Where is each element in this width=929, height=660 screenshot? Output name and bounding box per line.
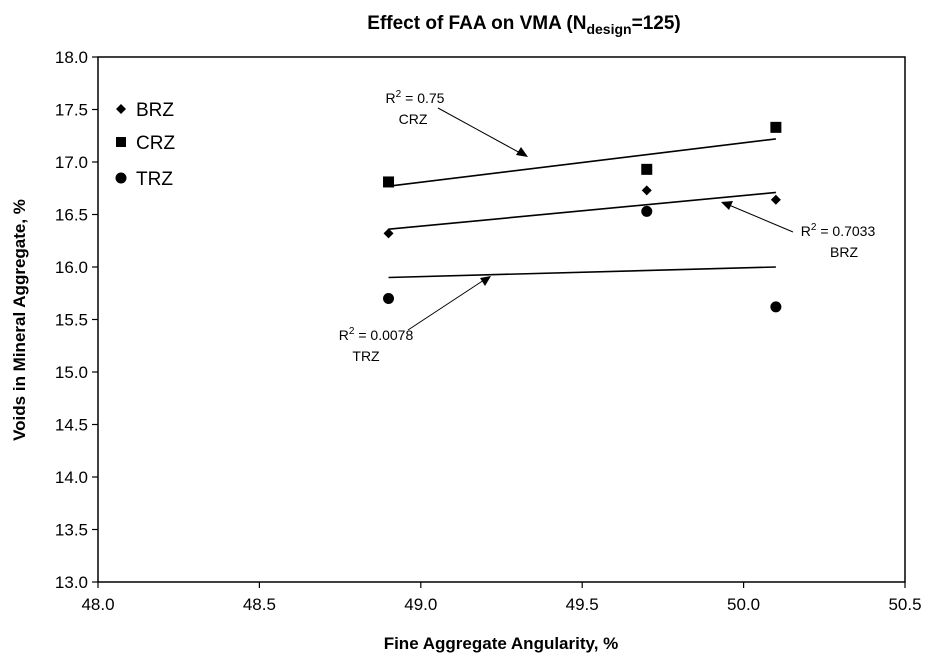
- y-tick-label: 13.0: [55, 573, 88, 592]
- y-tick-label: 17.5: [55, 101, 88, 120]
- legend-label-crz: CRZ: [136, 133, 175, 154]
- data-point-brz: [770, 194, 781, 205]
- legend-item-trz: TRZ: [115, 169, 173, 190]
- y-tick-label: 14.5: [55, 416, 88, 435]
- data-point-brz: [383, 228, 394, 239]
- y-tick-label: 16.5: [55, 206, 88, 225]
- data-point-trz: [770, 301, 782, 313]
- legend-item-crz: CRZ: [116, 133, 175, 154]
- trendline-trz: [388, 266, 776, 279]
- data-points: [383, 121, 782, 313]
- y-tick-label: 16.0: [55, 258, 88, 277]
- annotation-brz-arrow: [728, 204, 794, 233]
- legend-marker-square: [116, 137, 126, 147]
- x-tick-label: 49.5: [566, 595, 599, 614]
- annotation-brz-r2: R2 = 0.7033: [801, 222, 876, 239]
- data-point-crz: [641, 163, 653, 175]
- trendlines: [388, 138, 776, 279]
- chart-title: Effect of FAA on VMA (Ndesign=125): [367, 13, 680, 37]
- x-tick-label: 48.0: [81, 595, 114, 614]
- annotation-brz-arrowhead: [721, 201, 733, 210]
- x-axis-title: Fine Aggregate Angularity, %: [384, 634, 619, 653]
- y-tick-label: 15.0: [55, 363, 88, 382]
- chart-title-main: Effect of FAA on VMA (N: [367, 13, 586, 34]
- y-axis: 13.0 13.5 14.0 14.5 15.0 15.5 16.0 16.5 17.0 17.5…: [55, 48, 98, 592]
- y-tick-label: 18.0: [55, 48, 88, 67]
- y-tick-label: 15.5: [55, 311, 88, 330]
- legend-label-trz: TRZ: [136, 169, 173, 190]
- y-tick-label: 14.0: [55, 468, 88, 487]
- legend: BRZ CRZ TRZ: [115, 100, 175, 190]
- data-point-crz: [383, 176, 395, 188]
- legend-label-brz: BRZ: [136, 100, 174, 121]
- data-point-trz: [641, 205, 653, 217]
- data-point-brz: [641, 185, 652, 196]
- x-tick-label: 48.5: [243, 595, 276, 614]
- legend-marker-circle: [115, 172, 127, 184]
- annotation-brz-label: BRZ: [830, 244, 858, 260]
- annotation-trz-arrow: [407, 279, 485, 331]
- data-point-trz: [383, 293, 395, 304]
- x-tick-label: 50.0: [727, 595, 760, 614]
- trendline-crz: [388, 138, 776, 187]
- annotation-trz-arrowhead: [480, 276, 491, 286]
- legend-marker-diamond: [116, 104, 126, 114]
- annotation-trz-r2: R2 = 0.0078: [339, 326, 414, 343]
- annotation-crz-r2: R2 = 0.75: [386, 89, 445, 106]
- annotation-crz-arrow: [437, 107, 523, 155]
- annotation-crz: R2 = 0.75 CRZ: [386, 89, 528, 157]
- trendline-brz: [388, 191, 776, 230]
- x-tick-label: 50.5: [888, 595, 921, 614]
- x-axis: 48.0 48.5 49.0 49.5 50.0 50.5: [81, 582, 922, 614]
- y-tick-label: 13.5: [55, 521, 88, 540]
- annotation-crz-arrowhead: [516, 147, 528, 157]
- chart-title-subscript: design: [586, 21, 631, 37]
- y-tick-label: 17.0: [55, 153, 88, 172]
- annotation-trz-label: TRZ: [352, 348, 380, 364]
- annotation-brz: R2 = 0.7033 BRZ: [721, 201, 875, 260]
- chart-title-end: =125): [632, 13, 681, 34]
- x-tick-label: 49.0: [404, 595, 437, 614]
- y-axis-title: Voids in Mineral Aggregate, %: [10, 199, 29, 441]
- plot-area: [97, 56, 906, 583]
- data-point-crz: [770, 121, 782, 133]
- annotation-trz: R2 = 0.0078 TRZ: [339, 276, 491, 364]
- legend-item-brz: BRZ: [116, 100, 174, 121]
- annotation-crz-label: CRZ: [399, 111, 428, 127]
